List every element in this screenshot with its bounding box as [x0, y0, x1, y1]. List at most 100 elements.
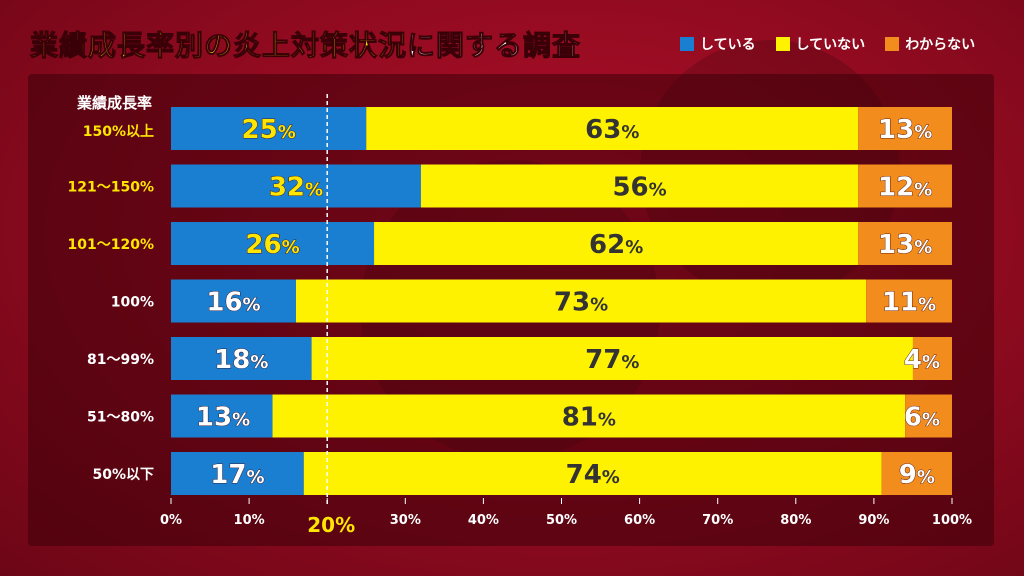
data-label-unit: %	[602, 467, 620, 488]
reference-line-label: 20%	[307, 513, 355, 537]
x-tick-label: 30%	[390, 513, 421, 528]
data-label-unit: %	[590, 295, 608, 316]
data-label-unit: %	[243, 295, 261, 316]
data-label-unit: %	[282, 237, 300, 258]
legend-item-not-doing: していない	[775, 34, 866, 54]
data-label: 77%	[585, 345, 639, 375]
bar-segment	[420, 164, 859, 208]
data-label: 13%	[878, 115, 932, 145]
bar-segment	[858, 107, 952, 150]
data-label-value: 12	[878, 173, 914, 203]
bar-segment	[366, 107, 859, 150]
data-label-value: 77	[585, 345, 621, 375]
bar-segment	[866, 279, 952, 323]
bar-segment	[171, 222, 375, 265]
x-tick-label: 50%	[546, 513, 577, 528]
data-label-value: 18	[214, 345, 250, 375]
data-label-value: 32	[269, 173, 305, 203]
bar-segment	[858, 164, 952, 208]
data-label-unit: %	[914, 180, 932, 201]
chart-title-highlight: 業績成長率別の炎上対策状況	[29, 29, 408, 63]
data-label: 13%	[196, 403, 250, 433]
data-label-unit: %	[250, 352, 268, 373]
data-label-unit: %	[914, 122, 932, 143]
data-label-unit: %	[914, 237, 932, 258]
data-label: 63%	[585, 115, 639, 145]
legend-item-doing: している	[680, 34, 756, 54]
row-header: 業績成長率	[76, 94, 152, 112]
data-label: 32%	[269, 173, 323, 203]
data-label-unit: %	[246, 467, 264, 488]
data-label-value: 74	[566, 460, 602, 490]
data-label-value: 13	[878, 230, 914, 260]
data-label-value: 62	[589, 230, 625, 260]
x-tick-label: 40%	[468, 513, 499, 528]
bar-segment	[272, 394, 906, 438]
bar-segment	[171, 337, 312, 380]
bar-segment	[374, 222, 859, 265]
data-label: 6%	[904, 403, 940, 433]
data-label: 17%	[210, 460, 264, 490]
data-label-value: 81	[562, 403, 598, 433]
chart-title-rest: に関する調査	[407, 29, 582, 63]
data-label-value: 13	[878, 115, 914, 145]
legend-label-not-doing: していない	[795, 37, 866, 53]
data-label: 16%	[206, 288, 260, 318]
chart-title: 業績成長率別の炎上対策状況に関する調査	[29, 24, 582, 64]
row-label: 50%以下	[92, 467, 154, 483]
bar-segment	[858, 222, 952, 265]
data-label-value: 17	[210, 460, 246, 490]
legend-swatch-unknown	[885, 37, 900, 51]
x-tick-label: 10%	[234, 513, 265, 528]
data-label-unit: %	[621, 122, 639, 143]
row-labels: 業績成長率 150%以上 121〜150% 101〜120% 100% 81〜99% 51〜…	[68, 94, 154, 483]
data-label-value: 56	[612, 173, 648, 203]
legend-swatch-doing	[680, 37, 694, 51]
data-label-unit: %	[278, 122, 296, 143]
data-label: 26%	[245, 230, 299, 260]
x-tick-label: 100%	[932, 513, 972, 528]
data-label-value: 9	[899, 460, 917, 490]
data-label-value: 73	[554, 288, 590, 318]
data-label: 56%	[612, 173, 666, 203]
data-label-unit: %	[625, 237, 643, 258]
row-label: 51〜80%	[87, 410, 154, 426]
bar-segment	[912, 337, 952, 380]
data-label-unit: %	[621, 352, 639, 373]
data-label-value: 11	[882, 288, 918, 318]
x-tick-label: 90%	[858, 513, 889, 528]
row-label: 121〜150%	[68, 180, 154, 196]
data-label-unit: %	[922, 410, 940, 431]
bar-segment	[881, 452, 952, 495]
data-label-unit: %	[922, 352, 940, 373]
x-tick-label: 80%	[780, 513, 811, 528]
x-axis-ticks: 0% 10% 30% 40% 50% 60% 70% 80% 90% 100%	[160, 498, 972, 528]
data-label: 18%	[214, 345, 268, 375]
bar-segment	[295, 279, 867, 323]
data-label: 13%	[878, 230, 932, 260]
data-label-value: 25	[242, 115, 278, 145]
legend-label-doing: している	[700, 37, 756, 53]
data-label-value: 16	[206, 288, 242, 318]
x-tick-label: 70%	[702, 513, 733, 528]
data-label-unit: %	[918, 295, 936, 316]
data-label-value: 63	[585, 115, 621, 145]
bar-segment	[905, 394, 952, 438]
data-label-unit: %	[649, 180, 667, 201]
data-label-value: 4	[904, 345, 922, 375]
row-label: 101〜120%	[68, 237, 154, 253]
bar-segment	[171, 394, 273, 438]
row-label: 81〜99%	[87, 352, 154, 368]
data-label-value: 6	[904, 403, 922, 433]
legend-label-unknown: わからない	[905, 37, 976, 53]
data-label-value: 13	[196, 403, 232, 433]
row-label: 150%以上	[83, 124, 154, 140]
legend-item-unknown: わからない	[885, 34, 975, 54]
data-label: 9%	[899, 460, 935, 490]
bar-segment	[171, 107, 367, 150]
reference-line-group: 20%	[307, 94, 355, 537]
x-tick-label: 0%	[160, 513, 182, 528]
data-label: 11%	[882, 288, 936, 318]
data-label: 74%	[566, 460, 620, 490]
